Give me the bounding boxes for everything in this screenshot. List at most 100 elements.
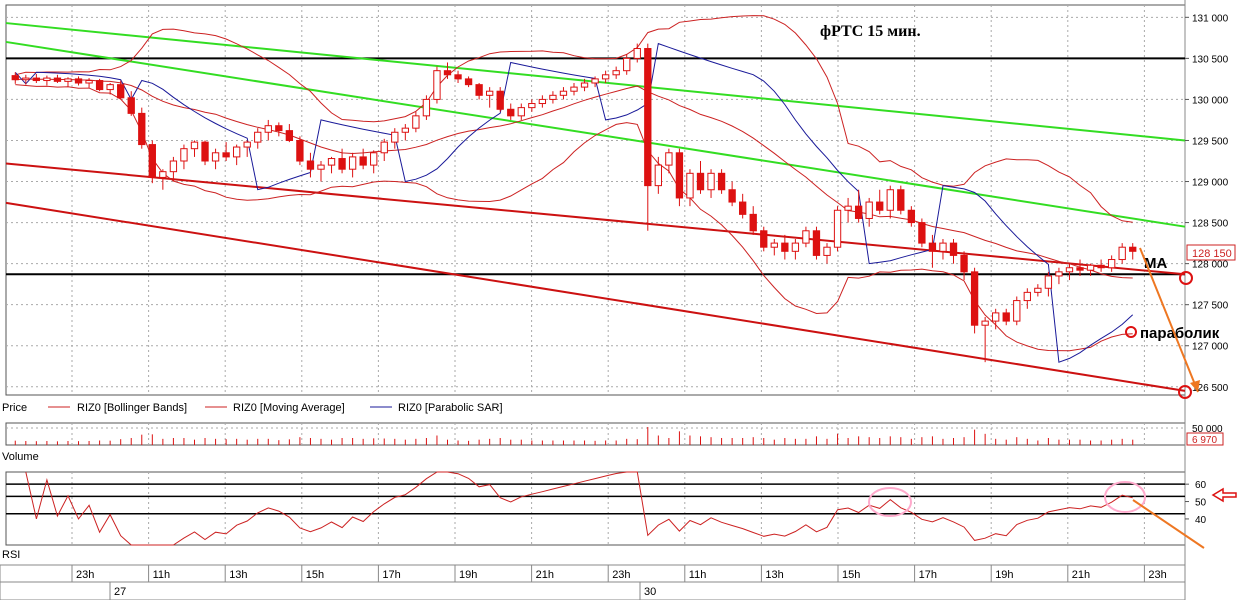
time-tick-label: 17h <box>382 569 400 581</box>
price-tick-label: 127 000 <box>1192 342 1229 353</box>
candle-body <box>623 57 631 72</box>
candle-body <box>180 148 188 162</box>
price-tick-label: 128 000 <box>1192 260 1229 271</box>
time-tick-label: 23h <box>1148 569 1166 581</box>
candle-body <box>138 112 146 146</box>
rsi-line <box>25 471 1133 546</box>
candle-body <box>833 209 842 248</box>
candle-body <box>601 74 610 80</box>
candle-body <box>675 152 684 199</box>
candle-body <box>211 152 220 162</box>
price-tick-label: 131 000 <box>1192 13 1229 24</box>
axis-labels: 23h 11h 13h 15h 17h 19h 21h 23h 11h 13h 15h 17h 19h 2… <box>71 13 1229 600</box>
candle-body <box>1013 300 1021 322</box>
rsi-series <box>25 471 1133 546</box>
legend: RIZ0 [Bollinger Bands] RIZ0 [Moving Aver… <box>48 402 503 414</box>
candle-body <box>422 98 431 117</box>
candle-body <box>454 74 462 80</box>
candle-body <box>201 141 209 162</box>
bollinger-lower <box>15 84 1133 352</box>
candle-body <box>612 70 620 76</box>
candle-body <box>823 246 831 256</box>
moving-average-line <box>15 78 1133 279</box>
candle-body <box>886 189 894 211</box>
bollinger-upper <box>15 15 1133 223</box>
legend-bollinger: RIZ0 [Bollinger Bands] <box>77 402 187 414</box>
candle-body <box>1055 271 1063 277</box>
candle-body <box>580 82 589 88</box>
candle-body <box>85 80 93 84</box>
pointer-arrow-icon <box>1211 487 1237 503</box>
candle-body <box>348 156 357 170</box>
candle-body <box>443 70 452 76</box>
date-tick-label: 30 <box>644 586 656 598</box>
candle-body <box>591 78 599 84</box>
candle-body <box>496 90 504 110</box>
rsi-tick-label: 60 <box>1195 480 1207 491</box>
candle-body <box>359 156 367 166</box>
marker-circle-parabolic <box>1125 326 1137 338</box>
candle-body <box>939 242 947 252</box>
candle-body <box>854 205 863 219</box>
candle-body <box>1023 291 1031 302</box>
time-tick-label: 15h <box>306 569 324 581</box>
rsi-tick-label: 50 <box>1195 498 1207 509</box>
candle-body <box>391 131 399 143</box>
candle-body <box>11 75 19 81</box>
last-price-box <box>1186 244 1236 261</box>
candle-body <box>1076 267 1084 271</box>
red-channel-line <box>5 162 1186 276</box>
candle-body <box>570 86 578 92</box>
candle-body <box>32 77 41 82</box>
parabolic-sar <box>14 42 1134 363</box>
candle-body <box>1097 264 1105 269</box>
time-tick-label: 13h <box>765 569 783 581</box>
candle-body <box>285 130 294 141</box>
candle-body <box>928 242 937 252</box>
panel-label-volume: Volume <box>2 451 39 463</box>
price-tick-label: 130 000 <box>1192 95 1229 106</box>
candle-body <box>949 242 958 256</box>
candle-body <box>264 125 272 133</box>
candle-body <box>728 189 736 203</box>
candle-body <box>159 171 167 178</box>
candle-body <box>644 48 652 187</box>
candle-body <box>897 189 905 211</box>
time-tick-label: 21h <box>1072 569 1090 581</box>
time-tick-label: 19h <box>995 569 1013 581</box>
candle-body <box>770 242 778 248</box>
time-tick-label: 23h <box>612 569 630 581</box>
candle-body <box>549 94 557 100</box>
legend-parabolic-sar: RIZ0 [Parabolic SAR] <box>398 402 503 414</box>
price-tick-label: 128 500 <box>1192 219 1229 230</box>
candle-body <box>538 98 547 105</box>
forecast-arrow-price <box>1139 247 1199 393</box>
candle-body <box>633 48 641 59</box>
candle-body <box>1034 287 1042 293</box>
candle-body <box>507 108 515 117</box>
candle-body <box>802 230 810 244</box>
annotation-parabolic: параболик <box>1140 325 1220 342</box>
candle-body <box>254 131 262 143</box>
candle-body <box>169 160 178 173</box>
last-volume-box <box>1186 432 1224 446</box>
annotation-ma: МА <box>1144 255 1167 272</box>
candle-body <box>1065 267 1074 273</box>
parabolic-sar-line <box>14 42 1134 363</box>
candle-body <box>654 164 662 187</box>
candle-body <box>717 172 726 191</box>
candle-body <box>739 201 747 215</box>
candle-body <box>53 77 62 82</box>
date-tick-label: 27 <box>114 586 126 598</box>
time-tick-label: 11h <box>153 569 171 581</box>
annotations: МА параболик <box>868 247 1237 549</box>
candle-body <box>464 78 473 86</box>
chart-title: фРТС 15 мин. <box>820 23 921 40</box>
candle-body <box>106 84 114 91</box>
candle-body <box>222 152 230 158</box>
candle-body <box>43 77 51 82</box>
candle-body <box>1044 275 1053 289</box>
price-tick-label: 126 500 <box>1192 383 1229 394</box>
candle-body <box>275 125 283 132</box>
candle-body <box>127 97 135 114</box>
